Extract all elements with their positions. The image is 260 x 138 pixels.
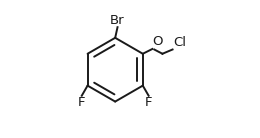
Text: O: O xyxy=(153,35,163,48)
Text: F: F xyxy=(145,96,152,109)
Text: Br: Br xyxy=(110,14,125,27)
Text: Cl: Cl xyxy=(173,36,186,49)
Text: F: F xyxy=(78,96,86,109)
